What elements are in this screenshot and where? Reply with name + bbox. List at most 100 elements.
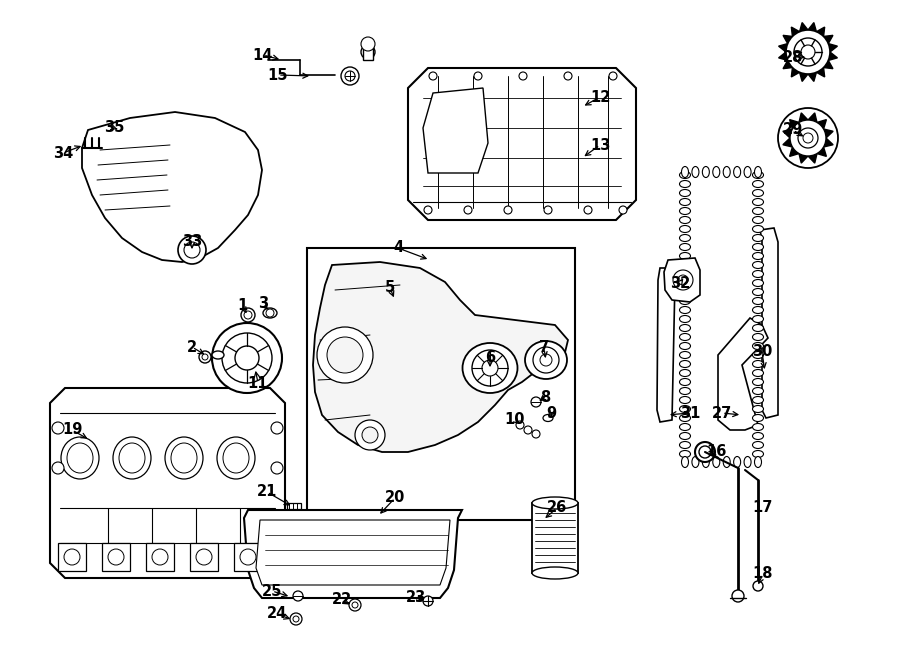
Ellipse shape	[752, 352, 763, 358]
Ellipse shape	[680, 397, 690, 403]
Ellipse shape	[532, 497, 578, 509]
Circle shape	[464, 206, 472, 214]
Circle shape	[519, 72, 527, 80]
Ellipse shape	[702, 167, 709, 178]
Text: 22: 22	[332, 592, 352, 607]
Ellipse shape	[680, 451, 690, 457]
Ellipse shape	[680, 280, 690, 286]
Polygon shape	[408, 68, 636, 220]
Polygon shape	[799, 153, 808, 163]
Polygon shape	[816, 27, 824, 36]
Ellipse shape	[752, 280, 763, 286]
Polygon shape	[783, 129, 792, 138]
Bar	[102, 543, 130, 571]
Text: 33: 33	[182, 235, 202, 249]
Text: 32: 32	[670, 276, 690, 290]
Ellipse shape	[680, 369, 690, 377]
Circle shape	[317, 327, 373, 383]
Circle shape	[786, 30, 830, 74]
Ellipse shape	[543, 414, 553, 422]
Text: 12: 12	[590, 89, 610, 104]
Ellipse shape	[680, 270, 690, 278]
Circle shape	[474, 72, 482, 80]
Ellipse shape	[680, 198, 690, 206]
Ellipse shape	[680, 325, 690, 332]
Circle shape	[524, 426, 532, 434]
Circle shape	[798, 128, 818, 148]
Polygon shape	[82, 112, 262, 262]
Text: 9: 9	[546, 405, 556, 420]
Ellipse shape	[680, 235, 690, 241]
Polygon shape	[817, 147, 826, 157]
Circle shape	[293, 616, 299, 622]
Ellipse shape	[713, 457, 720, 467]
Circle shape	[423, 596, 433, 606]
Polygon shape	[828, 52, 837, 60]
Polygon shape	[824, 138, 833, 147]
Polygon shape	[791, 27, 799, 36]
Ellipse shape	[680, 243, 690, 251]
Polygon shape	[50, 388, 285, 578]
Text: 6: 6	[485, 350, 495, 366]
Polygon shape	[778, 52, 788, 60]
Polygon shape	[783, 138, 792, 147]
Ellipse shape	[752, 325, 763, 332]
Ellipse shape	[680, 253, 690, 260]
Circle shape	[361, 37, 375, 51]
Ellipse shape	[680, 360, 690, 368]
Ellipse shape	[752, 198, 763, 206]
Ellipse shape	[752, 424, 763, 430]
Circle shape	[345, 71, 355, 81]
Polygon shape	[824, 60, 832, 69]
Polygon shape	[791, 67, 799, 77]
Circle shape	[801, 45, 815, 59]
Circle shape	[673, 270, 693, 290]
Circle shape	[695, 442, 715, 462]
Polygon shape	[817, 120, 826, 129]
Circle shape	[609, 72, 617, 80]
Ellipse shape	[754, 167, 761, 178]
Text: 21: 21	[256, 485, 277, 500]
Text: 26: 26	[547, 500, 567, 516]
Circle shape	[803, 133, 813, 143]
Ellipse shape	[752, 253, 763, 260]
Circle shape	[196, 549, 212, 565]
Circle shape	[327, 337, 363, 373]
Ellipse shape	[752, 315, 763, 323]
Ellipse shape	[680, 414, 690, 422]
Polygon shape	[718, 318, 768, 430]
Text: 20: 20	[385, 490, 405, 506]
Ellipse shape	[680, 424, 690, 430]
Ellipse shape	[752, 379, 763, 385]
Ellipse shape	[680, 190, 690, 196]
Circle shape	[152, 549, 168, 565]
Ellipse shape	[752, 369, 763, 377]
Text: 10: 10	[505, 412, 526, 428]
Circle shape	[584, 206, 592, 214]
Circle shape	[290, 613, 302, 625]
Ellipse shape	[752, 243, 763, 251]
Circle shape	[241, 308, 255, 322]
Circle shape	[732, 590, 744, 602]
Text: 14: 14	[253, 48, 274, 63]
Ellipse shape	[752, 360, 763, 368]
Ellipse shape	[680, 225, 690, 233]
Ellipse shape	[263, 308, 277, 318]
Polygon shape	[799, 22, 808, 32]
Ellipse shape	[734, 457, 741, 467]
Ellipse shape	[752, 432, 763, 440]
Ellipse shape	[752, 225, 763, 233]
Text: 34: 34	[53, 145, 73, 161]
Polygon shape	[313, 262, 568, 452]
Ellipse shape	[212, 351, 224, 359]
Circle shape	[52, 462, 64, 474]
Ellipse shape	[680, 442, 690, 449]
Bar	[58, 543, 86, 571]
Ellipse shape	[752, 451, 763, 457]
Circle shape	[753, 581, 763, 591]
Text: 30: 30	[752, 344, 772, 360]
Text: 29: 29	[783, 122, 803, 137]
Ellipse shape	[680, 288, 690, 295]
Ellipse shape	[680, 379, 690, 385]
Polygon shape	[664, 258, 700, 302]
